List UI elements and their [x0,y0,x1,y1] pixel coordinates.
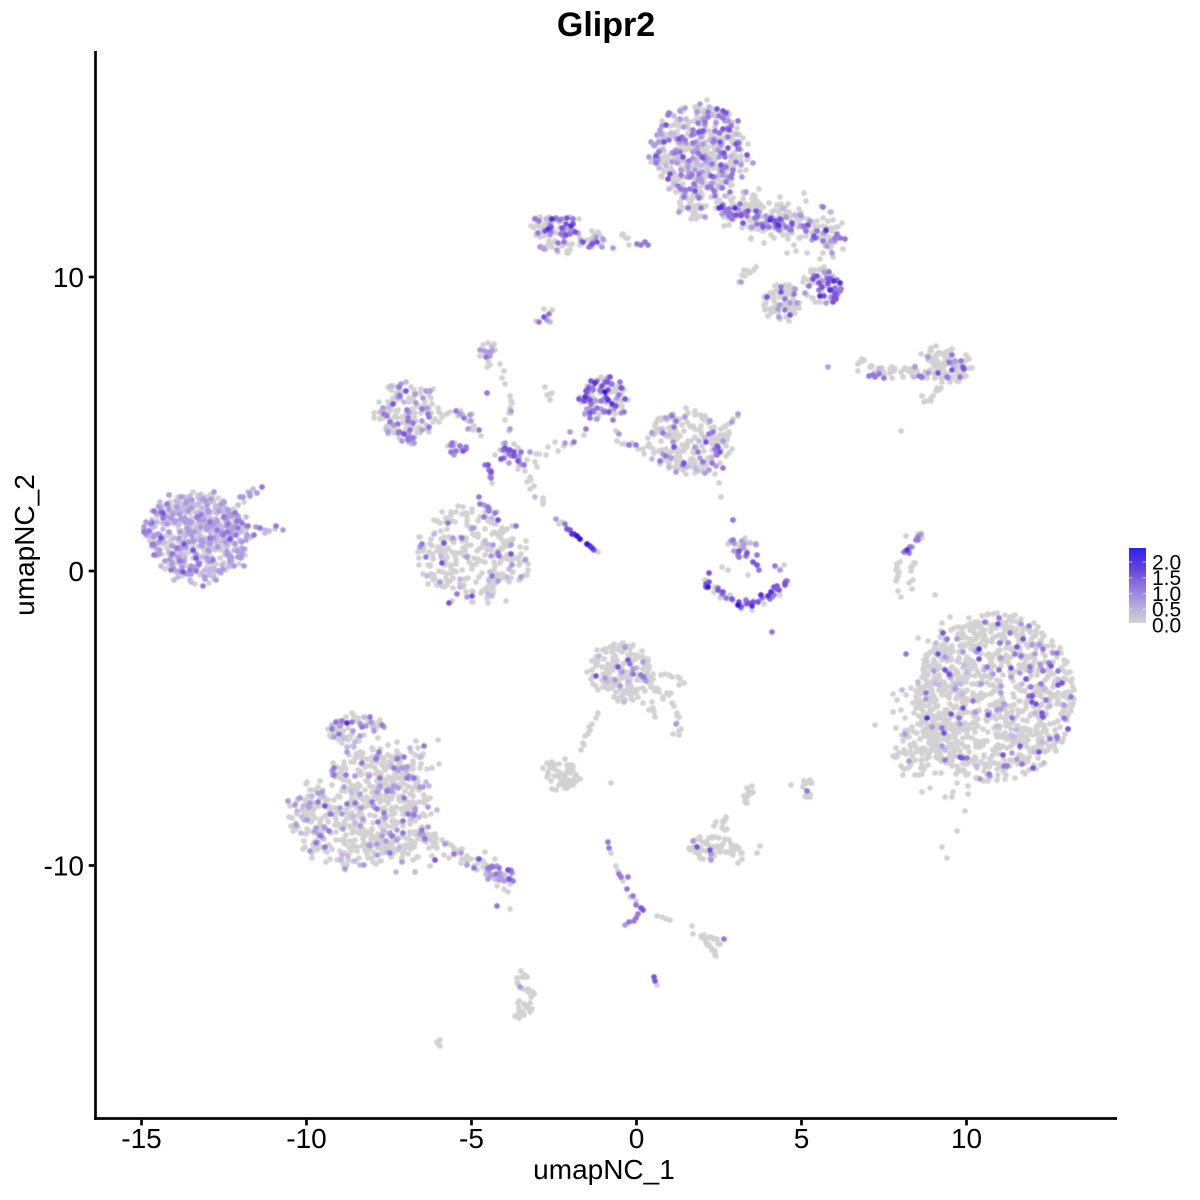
svg-text:1.0: 1.0 [1152,583,1181,606]
svg-text:0.0: 0.0 [1152,615,1181,638]
svg-text:10: 10 [53,262,84,293]
svg-text:umapNC_2: umapNC_2 [9,474,40,616]
svg-text:-10: -10 [44,851,84,882]
svg-text:10: 10 [951,1123,982,1154]
svg-text:1.5: 1.5 [1152,567,1181,590]
svg-text:-5: -5 [459,1123,484,1154]
svg-text:2.0: 2.0 [1152,552,1181,575]
svg-text:0: 0 [629,1123,645,1154]
svg-text:0.5: 0.5 [1152,599,1181,622]
svg-text:umapNC_1: umapNC_1 [533,1154,675,1185]
svg-text:-10: -10 [286,1123,326,1154]
svg-text:-15: -15 [121,1123,161,1154]
svg-text:5: 5 [794,1123,810,1154]
svg-text:0: 0 [68,556,84,587]
svg-text:Glipr2: Glipr2 [557,6,655,44]
